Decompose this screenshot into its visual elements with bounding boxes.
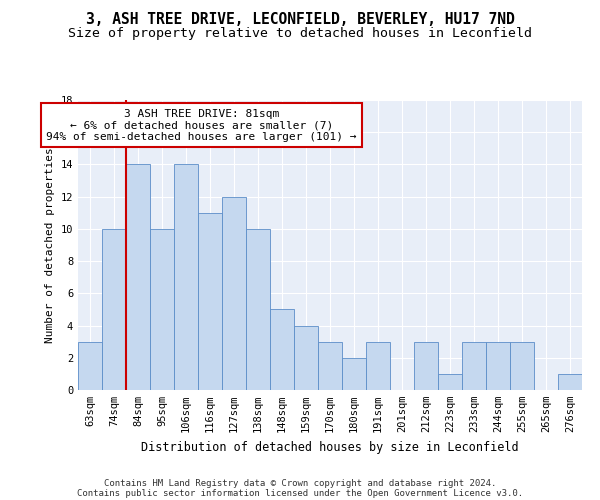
Bar xyxy=(342,358,366,390)
Bar xyxy=(414,342,438,390)
Text: 3, ASH TREE DRIVE, LECONFIELD, BEVERLEY, HU17 7ND: 3, ASH TREE DRIVE, LECONFIELD, BEVERLEY,… xyxy=(86,12,514,28)
Bar xyxy=(198,213,222,390)
Bar xyxy=(126,164,150,390)
Bar xyxy=(438,374,462,390)
Text: Contains HM Land Registry data © Crown copyright and database right 2024.: Contains HM Land Registry data © Crown c… xyxy=(104,478,496,488)
Bar xyxy=(246,229,270,390)
Text: Contains public sector information licensed under the Open Government Licence v3: Contains public sector information licen… xyxy=(77,488,523,498)
Bar xyxy=(462,342,486,390)
Bar xyxy=(486,342,510,390)
Bar xyxy=(222,196,246,390)
Bar xyxy=(558,374,582,390)
Bar xyxy=(270,310,294,390)
Bar xyxy=(294,326,318,390)
Bar xyxy=(318,342,342,390)
Bar xyxy=(174,164,198,390)
Bar xyxy=(510,342,534,390)
Text: Size of property relative to detached houses in Leconfield: Size of property relative to detached ho… xyxy=(68,28,532,40)
Bar xyxy=(78,342,102,390)
Y-axis label: Number of detached properties: Number of detached properties xyxy=(45,147,55,343)
Bar xyxy=(150,229,174,390)
Text: 3 ASH TREE DRIVE: 81sqm
← 6% of detached houses are smaller (7)
94% of semi-deta: 3 ASH TREE DRIVE: 81sqm ← 6% of detached… xyxy=(46,108,357,142)
Bar xyxy=(366,342,390,390)
Bar xyxy=(102,229,126,390)
X-axis label: Distribution of detached houses by size in Leconfield: Distribution of detached houses by size … xyxy=(141,440,519,454)
